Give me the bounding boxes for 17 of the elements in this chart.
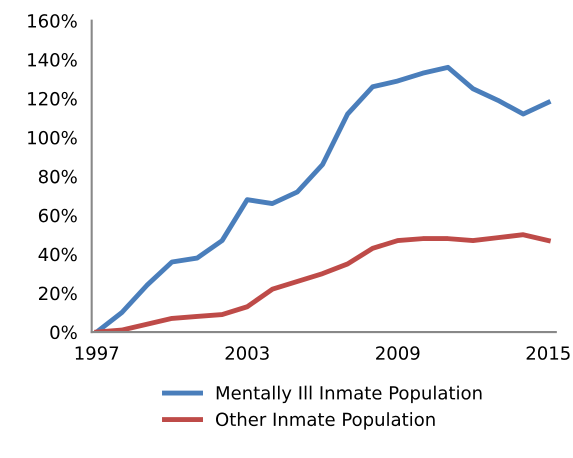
x-tick-label: 1997 (76, 346, 118, 360)
y-tick-label: 160% (28, 14, 77, 28)
x-tick-label: 2015 (526, 346, 570, 360)
y-tick-label: 100% (28, 130, 77, 145)
y-tick-label: 20% (38, 286, 77, 300)
x-tick-label: 2009 (376, 346, 420, 360)
legend-label: Mentally Ill Inmate Population (216, 386, 482, 404)
legend-label: Other Inmate Population (216, 412, 435, 430)
y-tick-label: 80% (38, 170, 77, 184)
y-tick-label: 0% (50, 326, 77, 340)
y-tick-label: 60% (38, 208, 77, 222)
line-series (94, 232, 551, 332)
x-tick-label: 2003 (226, 346, 269, 360)
line-series (94, 64, 551, 332)
y-tick-label: 140% (28, 53, 77, 67)
y-tick-label: 40% (38, 248, 77, 262)
y-tick-label: 120% (28, 92, 77, 106)
